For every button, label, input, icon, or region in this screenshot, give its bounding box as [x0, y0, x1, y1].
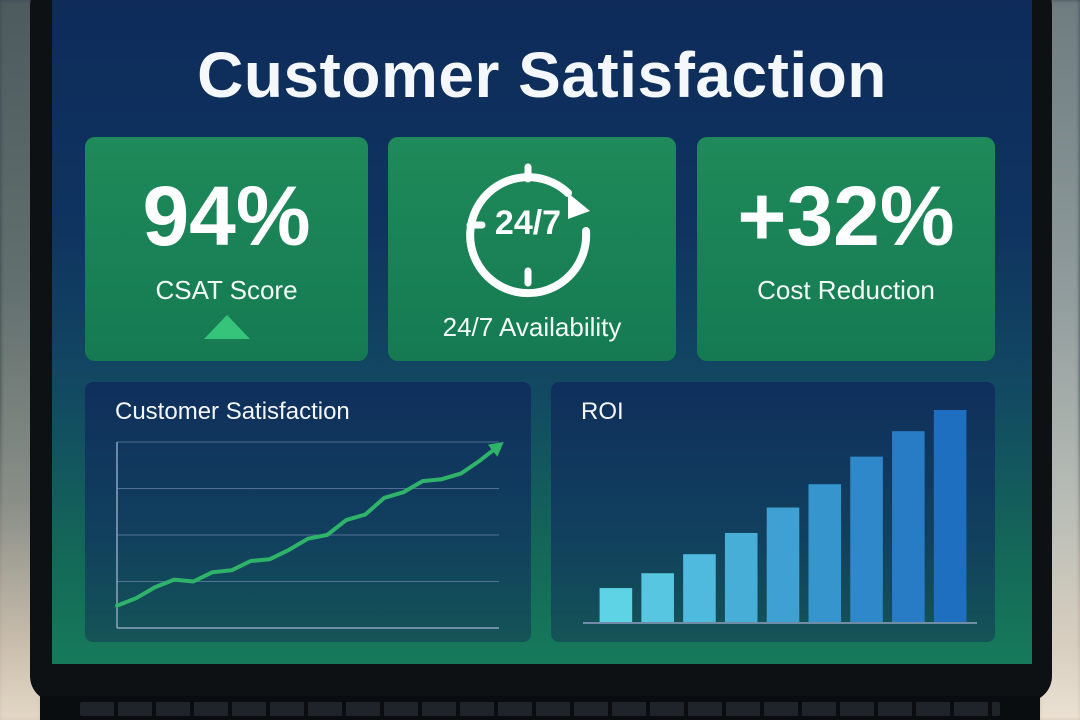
- satisfaction-series-line: [115, 443, 501, 608]
- dashboard-screen: Customer Satisfaction 94% CSAT Score 24/…: [52, 0, 1032, 664]
- kpi-card-availability[interactable]: 24/7 24/7 Availability: [388, 137, 676, 361]
- kpi-label-csat: CSAT Score: [155, 275, 298, 305]
- trend-arrow-head: [487, 442, 504, 457]
- kpi-label-cost-reduction: Cost Reduction: [757, 275, 935, 305]
- kpi-card-csat[interactable]: 94% CSAT Score: [85, 137, 368, 361]
- roi-bar: [683, 554, 716, 622]
- roi-bar: [892, 431, 925, 622]
- clock-icon: [466, 163, 591, 298]
- satisfaction-chart-title: Customer Satisfaction: [115, 398, 350, 425]
- roi-bar: [766, 507, 800, 622]
- kpi-card-cost-reduction[interactable]: +32% Cost Reduction: [697, 137, 995, 361]
- roi-bar: [599, 588, 633, 622]
- clock-icon-text: 24/7: [494, 204, 562, 242]
- dashboard-title: Customer Satisfaction: [197, 39, 887, 111]
- kpi-value-csat: 94%: [142, 169, 311, 263]
- roi-chart-title: ROI: [581, 398, 624, 425]
- kpi-value-cost-reduction: +32%: [737, 169, 955, 263]
- roi-chart-panel[interactable]: ROI: [551, 382, 995, 642]
- roi-bar: [850, 456, 883, 622]
- roi-bar: [808, 484, 842, 622]
- roi-bar: [724, 532, 758, 622]
- kpi-label-availability: 24/7 Availability: [442, 312, 622, 342]
- roi-bar: [933, 410, 967, 622]
- satisfaction-line-chart: [115, 441, 504, 629]
- keyboard-keys: [80, 702, 1000, 716]
- trend-up-icon: [204, 315, 250, 339]
- roi-bar: [641, 573, 674, 622]
- laptop-keyboard: [40, 696, 1040, 720]
- satisfaction-chart-panel[interactable]: Customer Satisfaction: [85, 382, 531, 642]
- roi-bar-chart: [583, 410, 977, 624]
